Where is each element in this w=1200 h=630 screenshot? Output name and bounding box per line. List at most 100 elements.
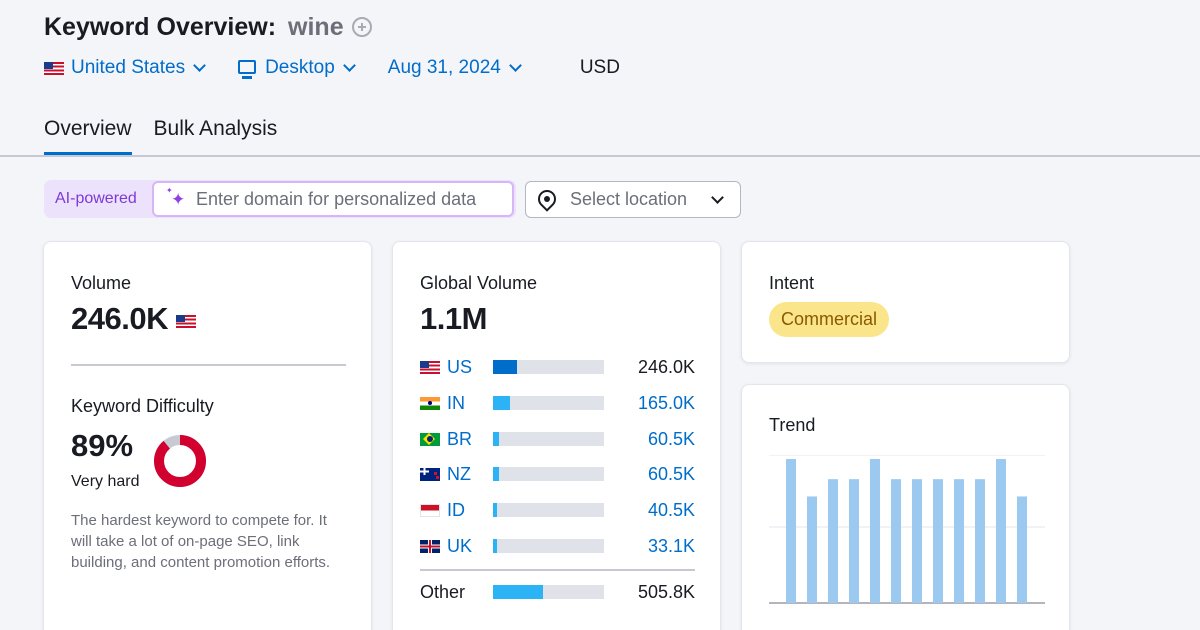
intent-card: Intent Commercial: [741, 241, 1070, 363]
country-filter[interactable]: United States: [44, 57, 206, 79]
other-label: Other: [420, 581, 466, 602]
trend-bar[interactable]: [954, 479, 964, 603]
country-row-nz[interactable]: NZ 60.5K: [420, 463, 695, 485]
location-select-label: Select location: [570, 189, 688, 209]
sparkle-icon: ✦ ✦: [166, 186, 186, 209]
page-header: Keyword Overview: wine: [44, 10, 372, 44]
country-code[interactable]: BR: [447, 428, 473, 449]
trend-bar[interactable]: [891, 479, 901, 603]
currency-label: USD: [579, 57, 620, 78]
trend-bar[interactable]: [870, 459, 880, 603]
country-volume[interactable]: 40.5K: [647, 499, 695, 520]
device-filter[interactable]: Desktop: [238, 57, 356, 79]
chevron-down-icon: [508, 59, 522, 72]
global-volume-card: Global Volume 1.1M US 246.0K IN 165.0K B…: [392, 241, 721, 630]
chevron-down-icon: [711, 191, 724, 204]
us-flag-icon: [44, 61, 64, 75]
date-filter-label: Aug 31, 2024: [387, 57, 501, 78]
global-volume-label: Global Volume: [420, 273, 538, 293]
intent-label: Intent: [769, 273, 815, 293]
trend-bar[interactable]: [996, 459, 1006, 603]
domain-input[interactable]: [196, 188, 506, 210]
share-bar-fill: [493, 360, 518, 374]
us-flag-icon: [175, 314, 196, 328]
share-bar-fill: [493, 503, 498, 517]
volume-label: Volume: [71, 273, 132, 293]
add-to-list-icon[interactable]: [351, 17, 372, 37]
br-flag-icon: [420, 432, 440, 446]
divider: [71, 364, 346, 366]
trend-bar[interactable]: [849, 479, 859, 603]
difficulty-donut-chart: [154, 435, 206, 487]
share-bar: [493, 503, 604, 517]
ai-powered-badge: AI-powered: [55, 190, 137, 207]
country-row-in[interactable]: IN 165.0K: [420, 392, 695, 414]
share-bar: [493, 360, 604, 374]
location-pin-icon: [534, 185, 560, 212]
other-volume: 505.8K: [637, 581, 695, 602]
chevron-down-icon: [193, 59, 206, 72]
tab-bar: Overview Bulk Analysis: [44, 114, 299, 156]
trend-bar-chart: [769, 455, 1045, 604]
nz-flag-icon: [420, 467, 440, 481]
keyword-difficulty-level: Very hard: [71, 473, 140, 490]
donut-arc: [154, 435, 206, 487]
country-row-br[interactable]: BR 60.5K: [420, 428, 695, 450]
trend-bar[interactable]: [1017, 496, 1027, 603]
in-flag-icon: [420, 396, 440, 410]
tab-overview[interactable]: Overview: [44, 114, 132, 156]
trend-bar[interactable]: [912, 479, 922, 603]
share-bar: [493, 432, 604, 446]
country-code[interactable]: ID: [447, 499, 465, 520]
tab-divider: [0, 155, 1200, 157]
volume-value-row: 246.0K: [71, 301, 203, 337]
trend-bar[interactable]: [807, 496, 817, 603]
country-filter-label: United States: [71, 57, 186, 78]
filter-bar: United States Desktop Aug 31, 2024 USD: [44, 55, 620, 81]
country-code[interactable]: UK: [447, 535, 473, 556]
ai-domain-box: AI-powered ✦ ✦: [44, 180, 516, 218]
keyword-difficulty-description: The hardest keyword to compete for. It w…: [71, 512, 331, 571]
country-code[interactable]: US: [447, 356, 473, 377]
keyword-difficulty-value: 89%: [71, 428, 134, 463]
share-bar-fill: [493, 467, 499, 481]
location-select[interactable]: Select location: [525, 181, 741, 218]
country-row-us[interactable]: US 246.0K: [420, 356, 695, 378]
country-row-id[interactable]: ID 40.5K: [420, 499, 695, 521]
volume-card: Volume 246.0K Keyword Difficulty 89% Ver…: [43, 241, 372, 630]
country-volume[interactable]: 165.0K: [637, 392, 695, 413]
country-row-other: Other 505.8K: [420, 581, 695, 603]
uk-flag-icon: [420, 539, 440, 553]
country-volume[interactable]: 60.5K: [647, 463, 695, 484]
share-bar-fill: [493, 585, 543, 599]
keyword-name: wine: [288, 12, 344, 41]
share-bar: [493, 539, 604, 553]
volume-value: 246.0K: [71, 301, 168, 336]
device-filter-label: Desktop: [265, 57, 335, 78]
date-filter[interactable]: Aug 31, 2024: [387, 57, 522, 79]
trend-label: Trend: [769, 415, 816, 435]
chevron-down-icon: [342, 59, 356, 72]
trend-card: Trend: [741, 384, 1070, 630]
country-code[interactable]: NZ: [447, 463, 471, 484]
share-bar: [493, 585, 604, 599]
trend-bar[interactable]: [975, 479, 985, 603]
country-row-uk[interactable]: UK 33.1K: [420, 535, 695, 557]
desktop-icon: [238, 59, 257, 79]
country-code[interactable]: IN: [447, 392, 465, 413]
divider: [420, 569, 695, 571]
keyword-difficulty-label: Keyword Difficulty: [71, 396, 214, 416]
us-flag-icon: [420, 360, 440, 374]
trend-bar[interactable]: [828, 479, 838, 603]
trend-bar[interactable]: [786, 459, 796, 603]
country-volume[interactable]: 60.5K: [647, 428, 695, 449]
country-volume[interactable]: 33.1K: [647, 535, 695, 556]
share-bar: [493, 467, 604, 481]
page-title: Keyword Overview:: [44, 12, 277, 41]
tab-bulk-analysis[interactable]: Bulk Analysis: [153, 117, 278, 140]
domain-input-wrapper[interactable]: ✦ ✦: [152, 181, 514, 217]
trend-bar[interactable]: [933, 479, 943, 603]
share-bar-fill: [493, 396, 510, 410]
share-bar-fill: [493, 539, 497, 553]
share-bar: [493, 396, 604, 410]
